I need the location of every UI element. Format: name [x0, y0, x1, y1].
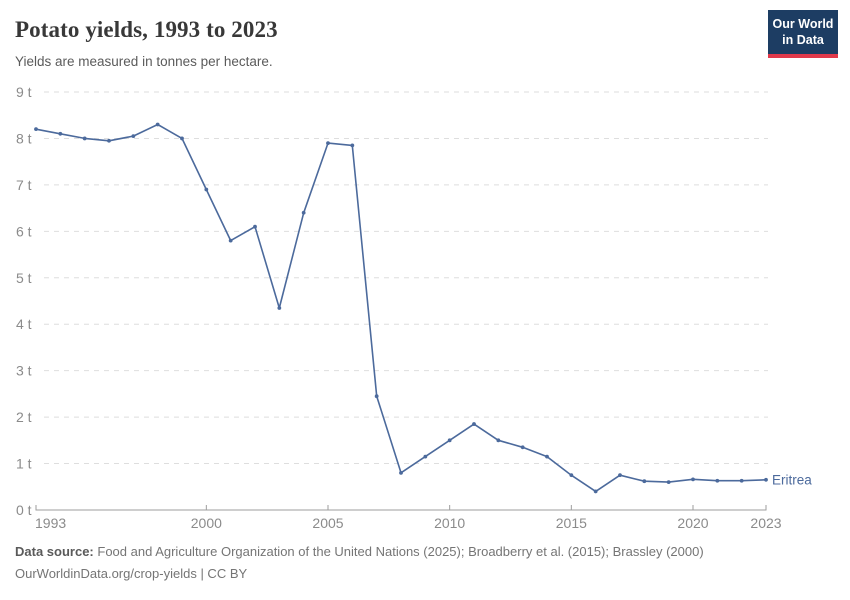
y-tick-label: 8 t: [16, 130, 32, 146]
license-link[interactable]: OurWorldinData.org/crop-yields | CC BY: [15, 566, 248, 581]
data-point[interactable]: [82, 136, 87, 141]
x-tick-label: 2010: [434, 515, 465, 531]
series-line[interactable]: [35, 123, 767, 493]
y-tick-label: 2 t: [16, 409, 32, 425]
data-point[interactable]: [301, 210, 306, 215]
data-point[interactable]: [739, 478, 744, 483]
data-point[interactable]: [642, 479, 647, 484]
owid-logo[interactable]: Our World in Data: [768, 10, 838, 58]
data-point[interactable]: [277, 306, 282, 310]
data-point[interactable]: [496, 438, 501, 443]
data-point[interactable]: [399, 470, 403, 475]
data-point[interactable]: [545, 454, 549, 459]
data-point[interactable]: [107, 138, 111, 143]
x-tick-label: 2000: [191, 515, 222, 531]
x-tick-label: 2005: [312, 515, 343, 531]
data-point[interactable]: [204, 187, 209, 192]
data-source-label: Data source:: [15, 544, 94, 559]
data-point[interactable]: [618, 473, 622, 478]
data-point[interactable]: [447, 438, 452, 443]
data-point[interactable]: [350, 143, 355, 148]
data-source-line: Data source: Food and Agriculture Organi…: [15, 541, 835, 563]
chart-footer: Data source: Food and Agriculture Organi…: [15, 541, 835, 585]
data-point[interactable]: [423, 454, 428, 459]
chart-header: Potato yields, 1993 to 2023 Yields are m…: [15, 16, 750, 70]
data-point[interactable]: [131, 134, 136, 139]
y-tick-label: 7 t: [16, 177, 32, 193]
data-point[interactable]: [155, 122, 160, 127]
y-tick-label: 3 t: [16, 363, 32, 379]
x-tick-label: 1993: [35, 515, 66, 531]
y-tick-label: 1 t: [16, 456, 32, 472]
data-point[interactable]: [326, 141, 330, 145]
owid-logo-line1: Our World: [772, 17, 834, 31]
page-title: Potato yields, 1993 to 2023: [15, 17, 278, 42]
data-point[interactable]: [593, 489, 598, 494]
y-tick-label: 6 t: [16, 223, 32, 239]
data-point[interactable]: [253, 224, 257, 229]
data-point[interactable]: [228, 238, 233, 243]
data-source-text: Food and Agriculture Organization of the…: [97, 544, 704, 559]
data-point[interactable]: [34, 127, 38, 132]
data-point[interactable]: [666, 480, 671, 485]
page-subtitle: Yields are measured in tonnes per hectar…: [15, 53, 273, 69]
data-point[interactable]: [691, 477, 695, 482]
x-tick-label: 2020: [677, 515, 708, 531]
data-point[interactable]: [715, 478, 720, 483]
data-point[interactable]: [520, 445, 525, 450]
y-tick-label: 9 t: [16, 84, 32, 100]
owid-logo-line2: in Data: [782, 33, 824, 48]
data-point[interactable]: [180, 136, 184, 141]
data-point[interactable]: [374, 394, 379, 399]
data-point[interactable]: [472, 422, 476, 426]
y-tick-label: 0 t: [16, 502, 32, 518]
x-tick-label: 2015: [556, 515, 587, 531]
y-tick-label: 4 t: [16, 316, 32, 332]
data-point[interactable]: [569, 473, 574, 478]
x-tick-label: 2023: [750, 515, 781, 531]
series-label[interactable]: Eritrea: [772, 472, 812, 487]
data-point[interactable]: [58, 131, 63, 136]
data-point[interactable]: [764, 477, 768, 482]
y-tick-label: 5 t: [16, 270, 32, 286]
